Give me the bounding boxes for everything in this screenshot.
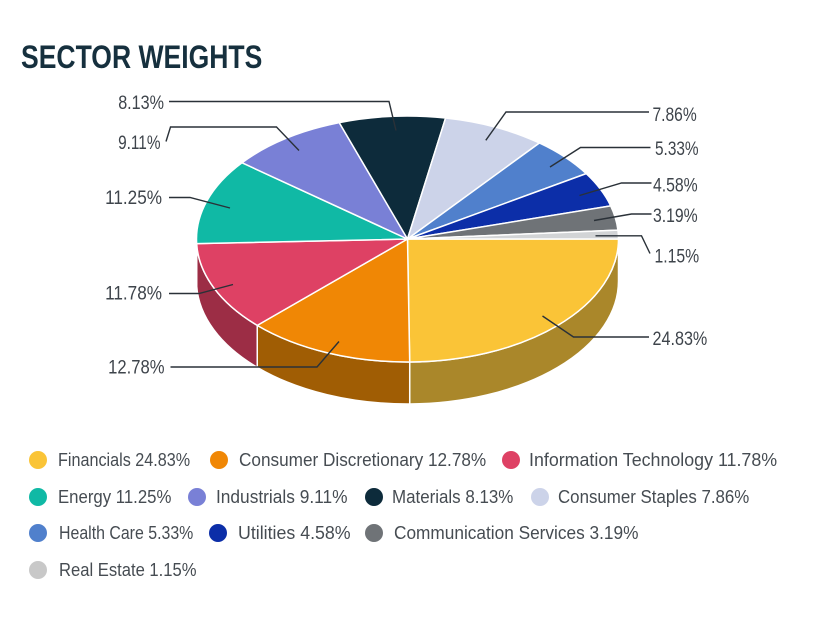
svg-text:8.13%: 8.13% [118, 93, 164, 114]
svg-text:24.83%: 24.83% [653, 329, 708, 350]
svg-text:4.58%: 4.58% [653, 176, 698, 197]
svg-text:1.15%: 1.15% [655, 246, 700, 267]
svg-text:11.78%: 11.78% [105, 284, 162, 305]
svg-text:12.78%: 12.78% [108, 358, 164, 379]
svg-text:5.33%: 5.33% [655, 139, 699, 160]
svg-text:7.86%: 7.86% [653, 105, 697, 126]
svg-text:9.11%: 9.11% [118, 133, 160, 154]
svg-text:3.19%: 3.19% [653, 206, 698, 227]
svg-text:11.25%: 11.25% [105, 188, 162, 209]
